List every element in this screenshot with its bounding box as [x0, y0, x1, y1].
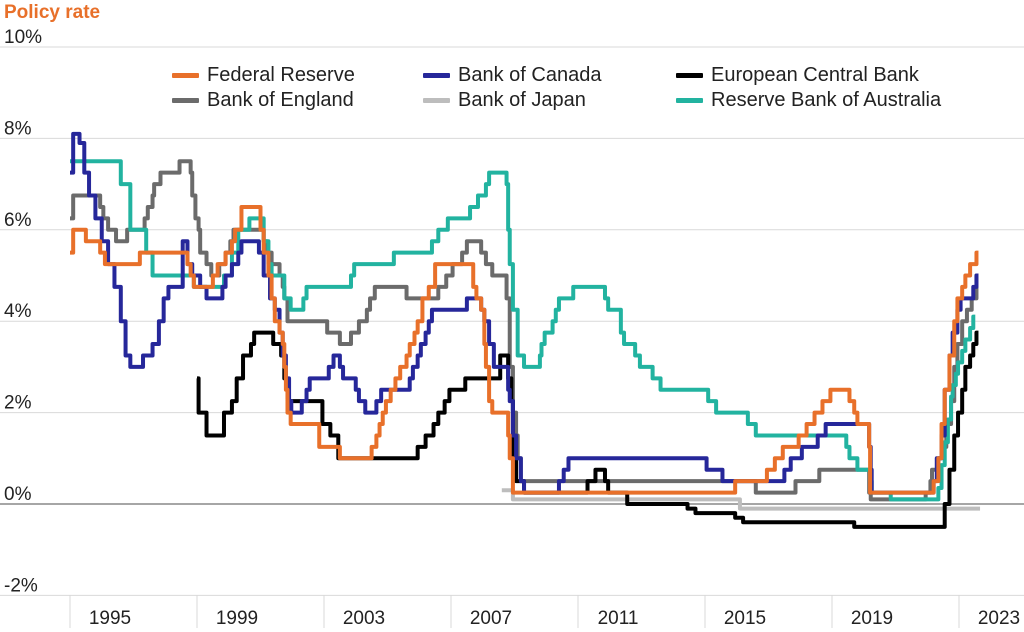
legend-swatch [172, 73, 199, 78]
y-tick-label: -2% [4, 575, 38, 596]
x-tick-label: 2015 [724, 608, 766, 629]
legend-item: Bank of Canada [423, 64, 601, 87]
legend-swatch [676, 98, 703, 103]
x-tick-label: 2003 [343, 608, 385, 629]
series-line-bank-of-canada [70, 131, 979, 495]
legend-swatch [676, 73, 703, 78]
legend-item: Bank of England [172, 89, 354, 112]
series-line-federal-reserve [70, 204, 979, 495]
x-tick-label: 1995 [89, 608, 131, 629]
series-line-bank-of-england [70, 159, 979, 502]
y-tick-label: 0% [4, 484, 32, 505]
legend-swatch [172, 98, 199, 103]
y-tick-label: 4% [4, 301, 32, 322]
legend-item: Federal Reserve [172, 64, 355, 87]
x-tick-label: 2007 [470, 608, 512, 629]
legend-label: Reserve Bank of Australia [711, 89, 942, 111]
legend-label: European Central Bank [711, 64, 919, 86]
legend-label: Federal Reserve [207, 64, 355, 86]
y-tick-label: 8% [4, 118, 32, 139]
series-line-reserve-bank-of-australia [70, 159, 976, 502]
y-tick-label: 6% [4, 210, 32, 231]
x-tick-label: 2011 [598, 608, 639, 629]
legend-label: Bank of Japan [458, 89, 586, 111]
x-tick-label: 2019 [851, 608, 893, 629]
y-tick-label: 2% [4, 393, 32, 414]
x-tick-label: 2023 [978, 608, 1020, 629]
legend-item: European Central Bank [676, 64, 919, 87]
legend-swatch [423, 73, 450, 78]
legend-label: Bank of England [207, 89, 354, 111]
legend-label: Bank of Canada [458, 64, 602, 86]
y-tick-label: 10% [4, 27, 42, 48]
chart-title: Policy rate [4, 2, 101, 23]
x-tick-label: 1999 [216, 608, 258, 629]
legend-item: Bank of Japan [423, 89, 586, 112]
legend-swatch [423, 98, 450, 103]
legend-item: Reserve Bank of Australia [676, 89, 941, 112]
